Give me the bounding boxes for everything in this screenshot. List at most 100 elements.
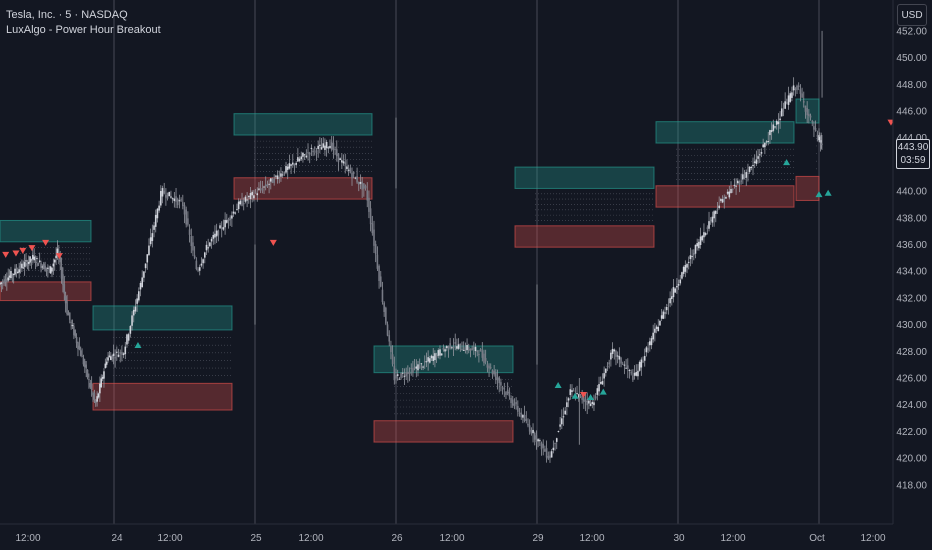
candle-body	[146, 254, 149, 263]
candle-body	[302, 152, 304, 157]
candle-body	[396, 374, 399, 376]
candle-body	[481, 350, 484, 358]
candle-body	[239, 200, 242, 205]
candle-body	[63, 284, 66, 294]
candle-body	[757, 156, 759, 159]
candle-body	[143, 271, 145, 278]
candle-body	[258, 188, 260, 190]
candle-body	[489, 367, 492, 369]
candle-body	[369, 208, 372, 225]
candle-body	[269, 178, 272, 182]
candle-body	[647, 347, 649, 351]
bear-breakout-box	[655, 185, 795, 208]
candle-body	[532, 429, 534, 434]
candle-body	[753, 161, 756, 163]
candle-body	[27, 261, 30, 264]
candle-body	[686, 263, 688, 268]
candle-body	[68, 312, 71, 320]
candle-body	[401, 372, 404, 374]
candle-body	[572, 390, 575, 392]
candle-body	[103, 371, 105, 379]
candle-body	[391, 354, 394, 365]
candle-body	[506, 389, 509, 394]
candle-body	[349, 167, 352, 173]
candle-body	[332, 142, 335, 151]
candle-body	[200, 263, 203, 266]
candle-body	[44, 265, 46, 271]
candle-body	[677, 284, 680, 286]
candle-body	[47, 267, 49, 269]
x-tick-label: 24	[111, 533, 123, 544]
symbol-title[interactable]: Tesla, Inc. · 5 · NASDAQ	[6, 9, 128, 21]
candle-body	[74, 330, 77, 337]
candle-body	[814, 128, 817, 130]
candle-body	[398, 378, 401, 380]
candle-body	[310, 147, 313, 149]
candle-body	[564, 410, 566, 415]
candle-body	[112, 353, 115, 357]
candle-body	[469, 348, 472, 351]
candle-body	[665, 306, 668, 311]
candle-body	[126, 334, 128, 345]
candle-body	[6, 281, 8, 283]
candle-body	[804, 105, 807, 112]
candle-body	[244, 196, 247, 202]
candle-body	[237, 201, 240, 210]
candle-body	[119, 352, 122, 354]
candle-body	[81, 356, 83, 358]
indicator-title[interactable]: LuxAlgo - Power Hour Breakout	[6, 24, 161, 36]
candle-body	[620, 357, 622, 364]
candle-body	[16, 271, 19, 273]
candle-body	[183, 205, 186, 215]
candle-body	[484, 357, 487, 362]
candle-body	[271, 178, 274, 184]
candle-body	[721, 199, 724, 203]
bullish-signal-marker	[599, 388, 607, 395]
candle-body	[692, 252, 695, 256]
y-tick-label: 440.00	[896, 187, 927, 198]
candle-body	[608, 362, 610, 365]
candle-body	[794, 88, 797, 90]
y-tick-label: 450.00	[896, 53, 927, 64]
candle-body	[305, 155, 308, 158]
candle-body	[8, 275, 11, 278]
candle-body	[413, 367, 416, 369]
bearish-signal-marker	[2, 251, 10, 258]
candle-body	[701, 235, 704, 241]
candle-body	[195, 260, 198, 270]
x-tick-label: 12:00	[720, 533, 745, 544]
currency-button[interactable]: USD	[897, 4, 927, 26]
candle-body	[280, 173, 282, 177]
candle-body	[820, 140, 822, 143]
candle-body	[652, 332, 654, 340]
candle-body	[466, 345, 468, 351]
candle-body	[111, 355, 113, 359]
candle-body	[188, 229, 191, 235]
candle-body	[283, 171, 286, 174]
bear-breakout-box	[233, 177, 373, 200]
candle-body	[628, 370, 631, 372]
candle-body	[654, 328, 656, 333]
candle-body	[266, 184, 269, 187]
candle-body	[539, 440, 541, 442]
candle-body	[374, 244, 377, 255]
candle-body	[56, 248, 59, 257]
candle-body	[725, 197, 727, 199]
candle-body	[579, 394, 582, 396]
candle-body	[508, 391, 511, 397]
candle-body	[451, 347, 453, 349]
candle-body	[750, 167, 753, 169]
candle-body	[583, 396, 585, 402]
candle-body	[217, 230, 220, 236]
candle-body	[247, 196, 250, 198]
candle-body	[779, 118, 781, 121]
candle-body	[488, 365, 490, 369]
candle-body	[319, 144, 321, 147]
x-tick-label: 12:00	[298, 533, 323, 544]
candle-body	[104, 363, 107, 369]
candle-body	[649, 341, 651, 346]
candle-body	[4, 279, 7, 282]
candle-body	[40, 263, 42, 268]
candle-body	[672, 287, 675, 298]
